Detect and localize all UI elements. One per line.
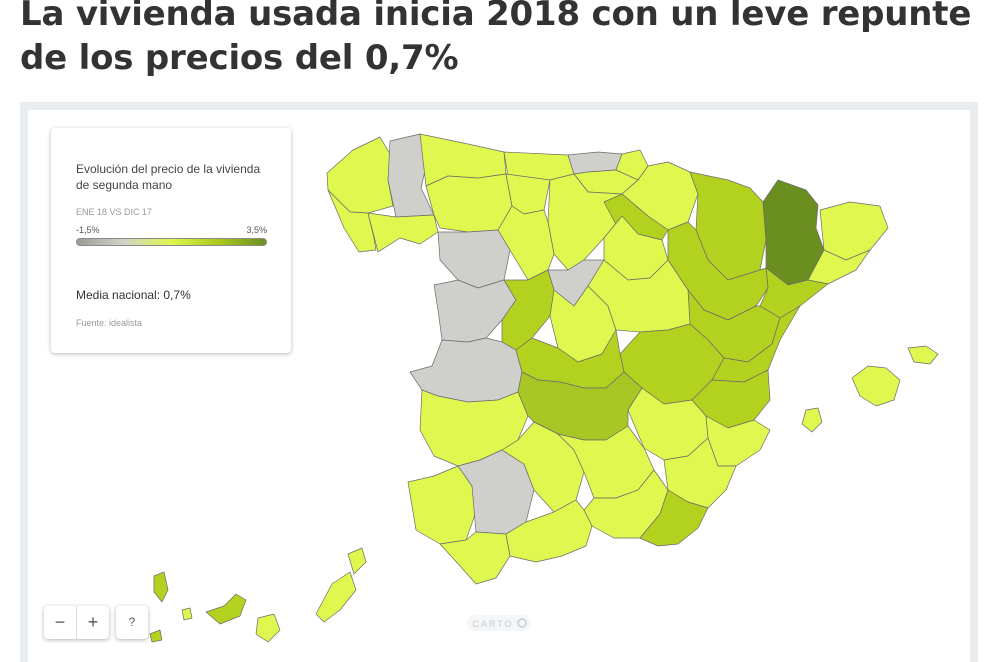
province-mallorca[interactable] [851,365,901,407]
legend-period: ENE 18 VS DIC 17 [76,207,153,217]
zoom-in-button[interactable]: + [87,612,99,632]
province-ourense[interactable] [367,212,439,253]
province-zamora[interactable] [437,229,511,289]
province-avila[interactable] [501,269,555,351]
province-malaga[interactable] [505,499,593,563]
legend-national-mean: Media nacional: 0,7% [76,288,191,302]
legend-title: Evolución del precio de la vivienda de s… [76,162,261,192]
legend-max-label: 3,5% [246,225,267,235]
legend-min-label: -1,5% [76,225,100,235]
carto-logo: CARTO [467,615,531,631]
province-sevilla[interactable] [457,449,535,535]
spain-choropleth-map[interactable] [28,110,970,662]
legend-color-ramp [76,238,267,246]
province-pontevedra[interactable] [327,189,377,253]
help-button[interactable]: ? [116,606,148,639]
province-la-gomera[interactable] [181,607,193,621]
province-ibiza[interactable] [801,407,823,433]
carto-logo-text: CARTO [472,619,513,629]
zoom-controls: − + [44,606,109,639]
zoom-out-button[interactable]: − [44,606,77,639]
province-menorca[interactable] [907,345,939,365]
province-almeria[interactable] [639,489,709,547]
province-leon[interactable] [425,173,513,233]
map-container: Evolución del precio de la vivienda de s… [20,102,978,662]
province-tenerife[interactable] [205,593,247,625]
province-la-palma[interactable] [153,571,169,603]
map-canvas[interactable]: Evolución del precio de la vivienda de s… [28,110,970,662]
province-gran-canaria[interactable] [255,613,281,643]
legend-source: Fuente: idealista [76,318,143,328]
province-lanzarote[interactable] [347,547,367,575]
province-girona[interactable] [819,201,889,261]
province-el-hierro[interactable] [149,629,163,643]
province-valladolid[interactable] [497,205,555,281]
province-fuerteventura[interactable] [315,571,357,623]
article-headline: La vivienda usada inicia 2018 con un lev… [20,0,972,78]
legend-card: Evolución del precio de la vivienda de s… [51,128,291,353]
